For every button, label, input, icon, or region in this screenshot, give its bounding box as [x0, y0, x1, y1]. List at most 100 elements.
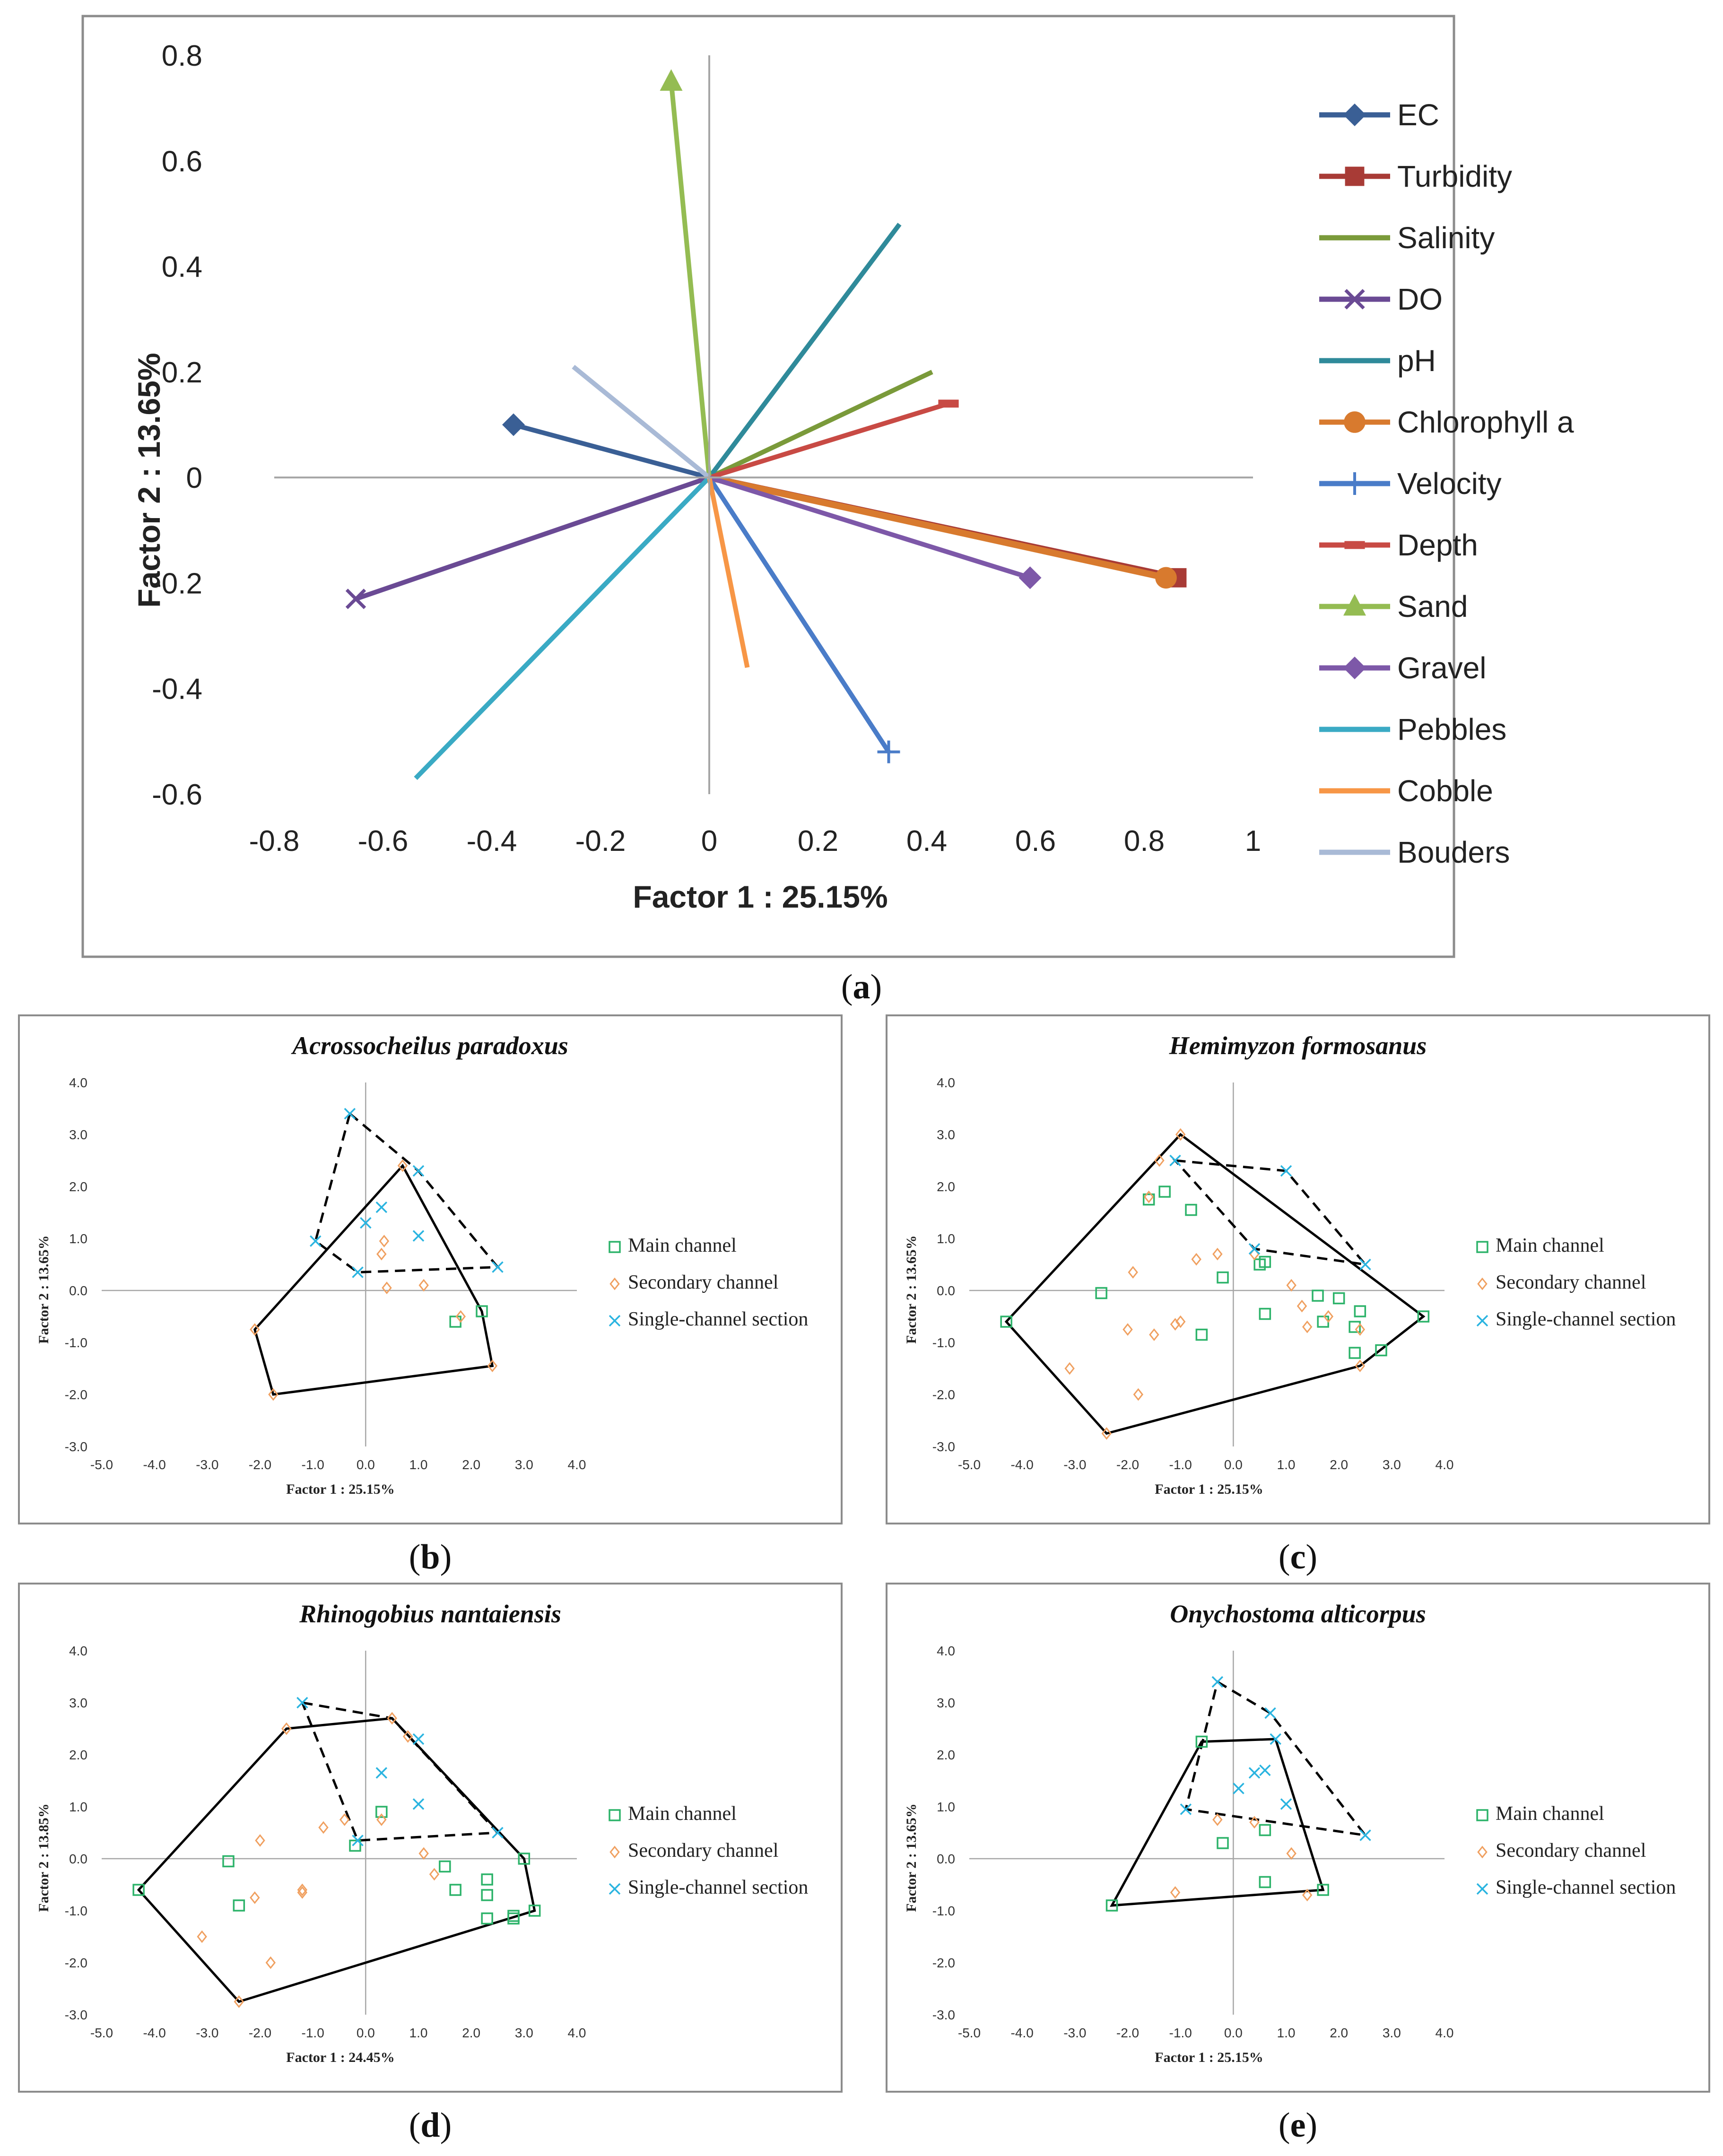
panel-b-x-tick-label: 3.0 — [515, 1457, 533, 1472]
panel-b-point-diamond — [455, 1310, 466, 1323]
panel-d-x-tick-label: 0.0 — [357, 2026, 375, 2040]
panel-b-x-tick-label: -2.0 — [249, 1457, 271, 1472]
panel-c-point-diamond — [1170, 1318, 1181, 1331]
panel-c-point-diamond — [1355, 1359, 1366, 1372]
panel-c-point-diamond — [1286, 1279, 1297, 1292]
panel-c-x-tick-label: 2.0 — [1330, 1457, 1348, 1472]
panel-b-x-tick-label: -4.0 — [143, 1457, 166, 1472]
panel-e-point-x — [1270, 1733, 1281, 1745]
legend-marker-velocity — [1343, 472, 1366, 495]
panel-c-x-tick-label: -2.0 — [1116, 1457, 1139, 1472]
panel-b-point-diamond — [250, 1323, 260, 1336]
panel-e-x-tick-label: 2.0 — [1330, 2026, 1348, 2040]
panel-d-point-x — [412, 1733, 425, 1745]
panel-e-legend-label: Single-channel section — [1496, 1877, 1676, 1898]
panel-e-y-tick-label: -1.0 — [932, 1904, 955, 1918]
panel-e-hull-solid — [1110, 1738, 1325, 1907]
panel-d-point-diamond — [376, 1813, 387, 1826]
legend-label-velocity: Velocity — [1397, 467, 1502, 501]
panel-c-point-square — [1354, 1305, 1366, 1317]
legend-label-pebbles: Pebbles — [1397, 712, 1506, 746]
panel-c-point-diamond — [1302, 1320, 1313, 1333]
panel-b-x-tick-label: -1.0 — [302, 1457, 324, 1472]
legend-marker-sand — [1343, 594, 1366, 616]
panel-c-legend-marker — [1476, 1241, 1488, 1253]
panel-d-x-tick-label: 3.0 — [515, 2026, 533, 2040]
panel-e-legend-label: Secondary channel — [1496, 1840, 1646, 1862]
vector-marker-chlorophyll-a — [1155, 567, 1177, 589]
panel-c-point-diamond — [1212, 1247, 1223, 1261]
panel-c-y-tick-label: 2.0 — [937, 1179, 955, 1194]
panel-d-point-diamond — [281, 1722, 292, 1735]
panel-b-legend-label: Main channel — [628, 1235, 737, 1256]
panel-c-point-square — [1195, 1328, 1208, 1341]
panel-c-y-tick-label: 3.0 — [937, 1127, 955, 1142]
panel-d-point-diamond — [234, 1995, 244, 2008]
panel-c-point-x — [1248, 1243, 1261, 1255]
panel-b-point-x — [412, 1165, 425, 1177]
panel-c-point-square — [1259, 1307, 1271, 1320]
panel-a-y-tick-label: 0.8 — [162, 40, 202, 72]
panel-d-y-tick-label: 3.0 — [69, 1696, 87, 1710]
panel-d-x-tick-label: 4.0 — [568, 2026, 586, 2040]
panel-b-caption: (b) — [409, 1538, 452, 1576]
panel-e-point-x — [1248, 1767, 1261, 1779]
panel-d-point-diamond — [418, 1847, 429, 1860]
panel-b-x-tick-label: -5.0 — [90, 1457, 113, 1472]
panel-e-x-tick-label: -1.0 — [1169, 2026, 1192, 2040]
legend-label-cobble: Cobble — [1397, 774, 1493, 808]
panel-b-ylabel: Factor 2 : 13.65% — [36, 1235, 52, 1343]
panel-e-point-x — [1233, 1783, 1244, 1794]
panel-c-point-diamond — [1149, 1328, 1159, 1341]
panel-c-point-x — [1280, 1165, 1292, 1177]
panel-c-point-square — [1349, 1321, 1361, 1333]
panel-d-ylabel: Factor 2 : 13.85% — [36, 1803, 52, 1912]
panel-d-point-square — [132, 1884, 145, 1896]
panel-c-point-x — [1169, 1154, 1181, 1167]
panel-d-point-x — [492, 1827, 504, 1839]
vector-chlorophyll-a — [708, 474, 1167, 581]
panel-c-point-diamond — [1323, 1310, 1334, 1323]
panel-d-point-diamond — [297, 1883, 308, 1896]
panel-c-y-tick-label: -1.0 — [932, 1335, 955, 1350]
legend-marker-turbidity — [1345, 166, 1365, 186]
panel-e-point-x — [1264, 1707, 1276, 1719]
panel-c-x-tick-label: 0.0 — [1224, 1457, 1243, 1472]
panel-c-chart: Hemimyzon formosanus Factor 1 : 25.15% F… — [904, 1031, 1676, 1497]
panel-c-point-diamond — [1175, 1315, 1186, 1328]
panel-e-legend-marker — [1477, 1845, 1488, 1859]
panel-d-point-x — [412, 1798, 425, 1810]
panel-e-chart: Onychostoma alticorpus Factor 1 : 25.15%… — [904, 1600, 1676, 2065]
panel-d-point-diamond — [265, 1956, 276, 1969]
vector-salinity — [708, 370, 933, 480]
panel-e-caption: (e) — [1279, 2106, 1317, 2145]
panel-a-x-tick-label: 0.6 — [1015, 825, 1056, 857]
panel-b-legend-marker — [609, 1315, 621, 1327]
vector-marker-depth — [938, 399, 959, 408]
panel-c-legend-label: Main channel — [1496, 1235, 1604, 1256]
vector-marker-ec — [502, 413, 525, 436]
panel-a-x-tick-label: -0.8 — [249, 825, 300, 857]
panel-b-point-x — [492, 1261, 504, 1273]
legend-marker-gravel — [1343, 657, 1366, 679]
panel-c-hull-solid — [1004, 1133, 1426, 1435]
panel-c-legend-marker — [1477, 1277, 1488, 1290]
panel-a-y-tick-label: -0.4 — [152, 673, 202, 706]
panel-c-y-tick-label: 1.0 — [937, 1231, 955, 1246]
panel-e-y-tick-label: 1.0 — [937, 1800, 955, 1814]
panel-b-x-tick-label: 4.0 — [568, 1457, 586, 1472]
panel-d-legend-label: Main channel — [628, 1803, 737, 1825]
panel-d-y-tick-label: 2.0 — [69, 1748, 87, 1762]
panel-e-point-diamond — [1212, 1813, 1223, 1826]
panel-b-point-x — [310, 1235, 322, 1247]
panel-a-y-tick-label: 0 — [186, 462, 202, 494]
panel-c-point-diamond — [1064, 1362, 1075, 1375]
panel-d-point-diamond — [318, 1821, 329, 1834]
vector-marker-do — [345, 589, 366, 609]
panel-e-y-tick-label: -2.0 — [932, 1956, 955, 1970]
panel-c-xlabel: Factor 1 : 25.15% — [1155, 1481, 1263, 1497]
panel-a-caption: (a) — [841, 968, 882, 1006]
panel-e-y-tick-label: 3.0 — [937, 1696, 955, 1710]
panel-c-point-diamond — [1143, 1190, 1154, 1204]
panel-c-point-square — [1158, 1186, 1171, 1198]
